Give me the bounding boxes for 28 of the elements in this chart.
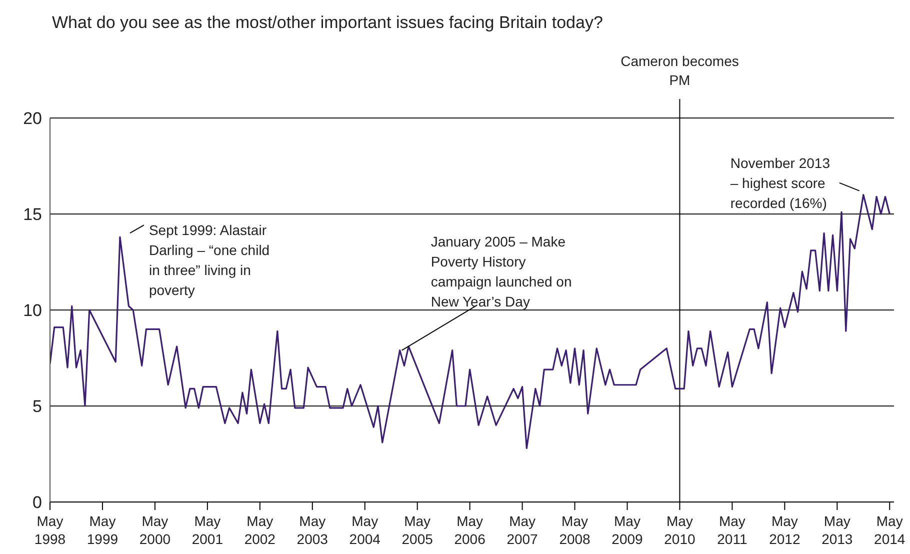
x-tick-label: May 2014 [874, 513, 906, 547]
x-tick-label: May 2012 [769, 513, 800, 547]
x-tick-label: May 2008 [559, 513, 591, 547]
x-tick-label: May 2002 [244, 513, 276, 547]
line-series [50, 194, 890, 450]
x-tick-label: May 2010 [664, 513, 696, 547]
y-tick-label: 5 [32, 397, 42, 416]
x-tick-label: May 1999 [86, 513, 118, 547]
x-tick-label: May 2004 [349, 513, 381, 547]
ref-line-label: Cameron becomes PM [620, 53, 739, 88]
y-tick-label: 20 [23, 109, 42, 128]
y-tick-label: 0 [32, 493, 42, 512]
x-tick-label: May 2006 [454, 513, 486, 547]
x-tick-label: May 2005 [402, 513, 434, 547]
x-tick-label: May 2007 [506, 513, 538, 547]
annotation: Sept 1999: Alastair Darling – “one child in three” living in poverty [148, 222, 270, 298]
x-tick-label: May 2000 [139, 513, 171, 547]
y-tick-label: 15 [23, 205, 42, 224]
x-tick-label: May 2009 [612, 513, 644, 547]
annotation: November 2013 – highest score recorded (16%) [730, 154, 830, 211]
y-tick-label: 10 [23, 301, 42, 320]
x-tick-label: May 2003 [296, 513, 328, 547]
x-tick-label: May 1998 [34, 513, 66, 547]
chart-title: What do you see as the most/other important issues facing Britain today? [52, 13, 603, 33]
x-tick-label: May 2011 [717, 513, 748, 547]
annotation: January 2005 – Make Poverty History campaign launched on New Year’s Day [430, 233, 572, 310]
x-tick-label: May 2013 [822, 513, 853, 547]
x-tick-label: May 2001 [192, 513, 224, 547]
